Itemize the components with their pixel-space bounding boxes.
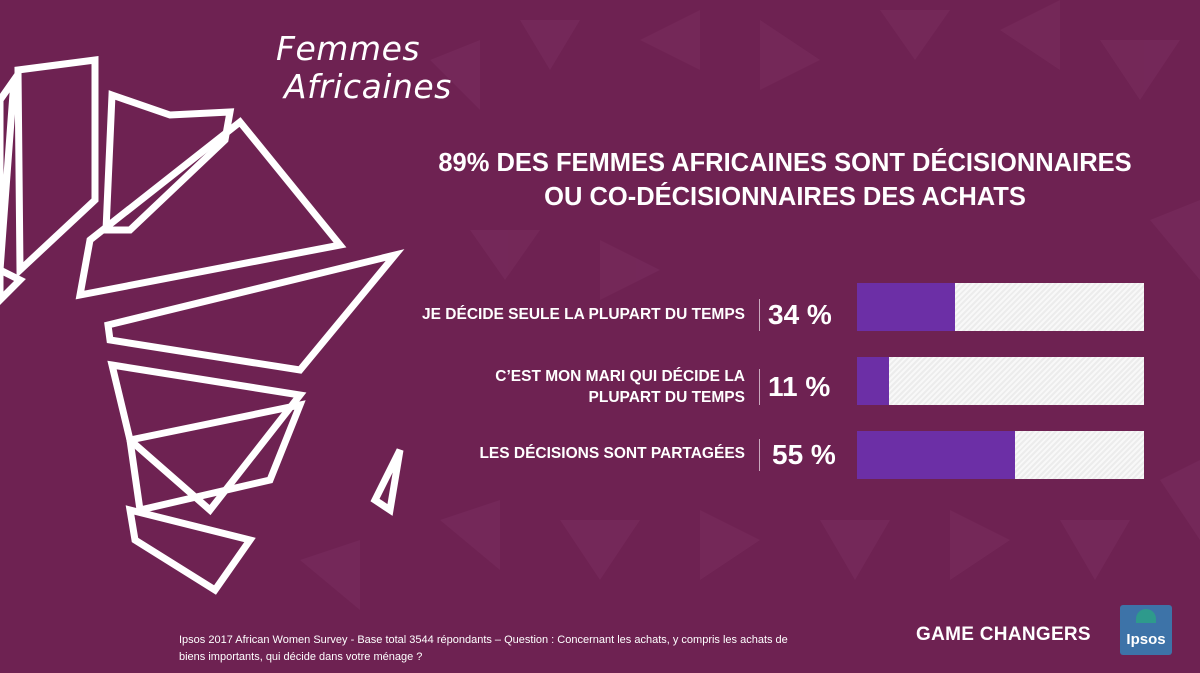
- bar-fill-1: [857, 283, 955, 331]
- brand-title: Femmes Africaines: [276, 30, 452, 106]
- row-divider-2: [759, 369, 760, 405]
- value-label-1: 34 %: [768, 299, 832, 330]
- value-label-3: 55 %: [772, 439, 836, 470]
- tagline: GAME CHANGERS: [916, 624, 1091, 645]
- bar-track-3: [857, 431, 1144, 479]
- chart-title-line-1: 89% DES FEMMES AFRICAINES SONT DÉCISIONN…: [438, 149, 1132, 177]
- footnote-line-2: biens importants, qui décide dans votre …: [179, 651, 423, 663]
- category-label-2-line-1: C’EST MON MARI QUI DÉCIDE LA: [495, 368, 745, 385]
- row-divider-3: [759, 439, 760, 471]
- source-footnote: Ipsos 2017 African Women Survey - Base t…: [179, 632, 859, 666]
- category-label-3: LES DÉCISIONS SONT PARTAGÉES: [415, 443, 745, 464]
- category-label-1-line-1: JE DÉCIDE SEULE LA PLUPART DU TEMPS: [422, 306, 745, 323]
- logo-hump-icon: [1136, 609, 1156, 623]
- bar-fill-2: [857, 357, 889, 405]
- category-label-2: C’EST MON MARI QUI DÉCIDE LA PLUPART DU …: [415, 366, 745, 408]
- bar-track-2: [857, 357, 1144, 405]
- bar-track-1: [857, 283, 1144, 331]
- value-label-2: 11 %: [768, 371, 831, 402]
- chart-title-line-2: OU CO-DÉCISIONNAIRES DES ACHATS: [544, 183, 1026, 211]
- chart-title: 89% DES FEMMES AFRICAINES SONT DÉCISIONN…: [405, 146, 1165, 214]
- category-label-2-line-2: PLUPART DU TEMPS: [588, 389, 745, 406]
- brand-line-1: Femmes: [276, 29, 421, 68]
- ipsos-logo: Ipsos: [1120, 605, 1172, 655]
- africa-map-outline: [0, 56, 405, 595]
- logo-text: Ipsos: [1126, 631, 1166, 648]
- category-label-3-line-1: LES DÉCISIONS SONT PARTAGÉES: [479, 445, 745, 462]
- brand-line-2: Africaines: [284, 67, 452, 106]
- bar-fill-3: [857, 431, 1015, 479]
- row-divider-1: [759, 299, 760, 331]
- footnote-line-1: Ipsos 2017 African Women Survey - Base t…: [179, 634, 788, 646]
- category-label-1: JE DÉCIDE SEULE LA PLUPART DU TEMPS: [415, 304, 745, 325]
